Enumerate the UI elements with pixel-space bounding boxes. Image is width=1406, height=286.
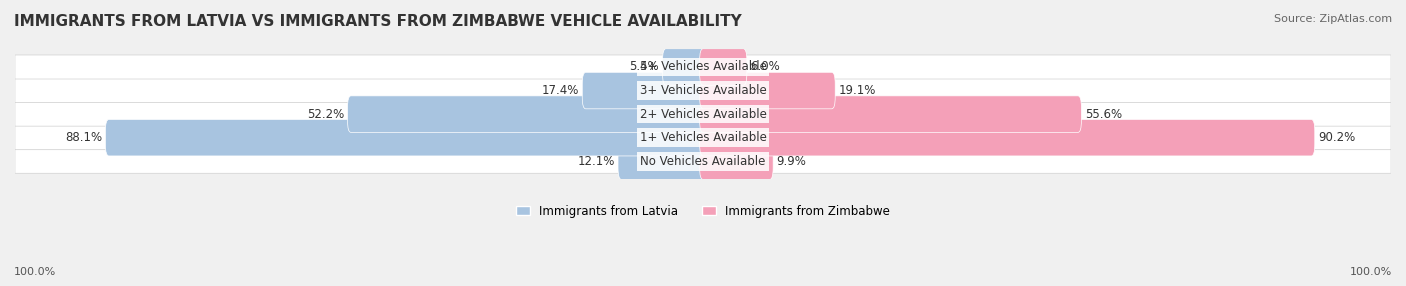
FancyBboxPatch shape (15, 55, 1391, 79)
Text: 55.6%: 55.6% (1085, 108, 1122, 121)
Text: 9.9%: 9.9% (776, 155, 807, 168)
Text: 12.1%: 12.1% (578, 155, 614, 168)
FancyBboxPatch shape (15, 149, 1391, 173)
Legend: Immigrants from Latvia, Immigrants from Zimbabwe: Immigrants from Latvia, Immigrants from … (510, 200, 896, 222)
FancyBboxPatch shape (105, 120, 706, 156)
FancyBboxPatch shape (619, 143, 706, 180)
Text: 4+ Vehicles Available: 4+ Vehicles Available (640, 61, 766, 74)
Text: 100.0%: 100.0% (1350, 267, 1392, 277)
Text: 90.2%: 90.2% (1319, 131, 1355, 144)
Text: 1+ Vehicles Available: 1+ Vehicles Available (640, 131, 766, 144)
Text: IMMIGRANTS FROM LATVIA VS IMMIGRANTS FROM ZIMBABWE VEHICLE AVAILABILITY: IMMIGRANTS FROM LATVIA VS IMMIGRANTS FRO… (14, 14, 742, 29)
FancyBboxPatch shape (700, 143, 773, 180)
Text: 19.1%: 19.1% (838, 84, 876, 97)
Text: 2+ Vehicles Available: 2+ Vehicles Available (640, 108, 766, 121)
FancyBboxPatch shape (700, 120, 1315, 156)
Text: 3+ Vehicles Available: 3+ Vehicles Available (640, 84, 766, 97)
FancyBboxPatch shape (582, 72, 706, 109)
FancyBboxPatch shape (15, 102, 1391, 126)
Text: No Vehicles Available: No Vehicles Available (640, 155, 766, 168)
Text: 52.2%: 52.2% (307, 108, 344, 121)
Text: 6.0%: 6.0% (751, 61, 780, 74)
FancyBboxPatch shape (700, 49, 747, 85)
Text: 5.5%: 5.5% (630, 61, 659, 74)
Text: Source: ZipAtlas.com: Source: ZipAtlas.com (1274, 14, 1392, 24)
FancyBboxPatch shape (15, 126, 1391, 150)
FancyBboxPatch shape (15, 79, 1391, 103)
FancyBboxPatch shape (662, 49, 706, 85)
FancyBboxPatch shape (700, 96, 1081, 132)
Text: 88.1%: 88.1% (65, 131, 103, 144)
Text: 100.0%: 100.0% (14, 267, 56, 277)
FancyBboxPatch shape (700, 72, 835, 109)
Text: 17.4%: 17.4% (541, 84, 579, 97)
FancyBboxPatch shape (347, 96, 706, 132)
